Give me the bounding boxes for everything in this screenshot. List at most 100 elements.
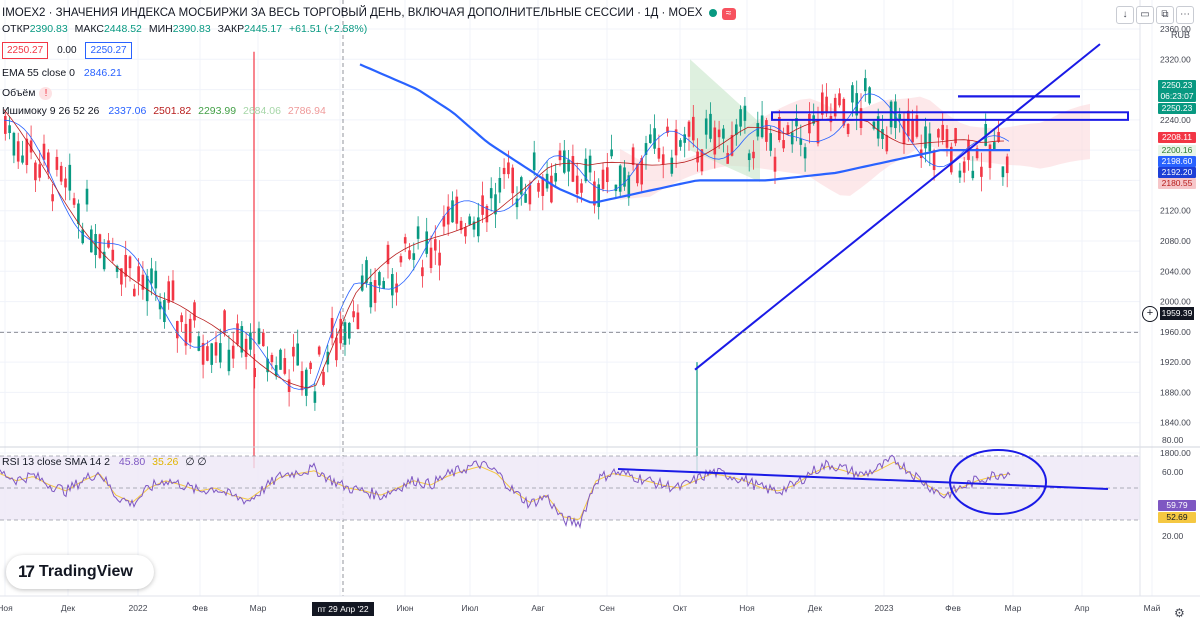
candle-body: [606, 167, 609, 183]
arrow-down-icon[interactable]: ↓: [1116, 6, 1134, 24]
sell-button[interactable]: 2250.27: [2, 42, 49, 59]
candle-body: [945, 129, 949, 148]
candle-body: [666, 126, 669, 133]
candle-body: [799, 138, 803, 145]
ema-55-path: [359, 63, 1010, 204]
add-alert-icon[interactable]: +: [1142, 306, 1158, 322]
minimize-icon[interactable]: ▭: [1136, 6, 1154, 24]
candle-body: [219, 343, 222, 363]
candle-body: [421, 267, 424, 277]
rsi-tick-label: 80.00: [1162, 435, 1184, 445]
volume-legend[interactable]: Объём!: [2, 86, 53, 100]
spread-value: 0.00: [57, 45, 77, 56]
candle-body: [373, 280, 377, 303]
countdown: 06:23:07: [1160, 91, 1194, 101]
buy-button[interactable]: 2250.27: [85, 42, 132, 59]
candle-body: [193, 302, 196, 321]
candle-body: [494, 194, 497, 215]
candle-body: [223, 310, 226, 334]
candle-body: [120, 268, 123, 285]
candle-body: [915, 115, 919, 137]
candle-body: [747, 153, 751, 161]
candle-body: [881, 129, 884, 139]
time-tick-label: Окт: [673, 603, 687, 613]
candle-body: [833, 97, 837, 117]
candle-body: [313, 391, 317, 403]
candle-body: [498, 177, 502, 193]
tradingview-logo[interactable]: 17 TradingView: [6, 555, 154, 589]
candle-body: [231, 345, 235, 359]
candle-body: [644, 143, 648, 155]
kumo-fill: [620, 96, 1090, 200]
candle-body: [937, 129, 940, 138]
candle-body: [537, 182, 540, 192]
candle-body: [765, 120, 768, 142]
candle-body: [752, 151, 755, 159]
candle-body: [352, 311, 355, 318]
candle-body: [141, 274, 145, 290]
candle-body: [894, 101, 897, 129]
candle-body: [713, 127, 717, 155]
candle-body: [717, 129, 721, 138]
ema-legend[interactable]: EMA 55 close 0 2846.21: [2, 67, 122, 79]
market-open-icon: [708, 8, 717, 17]
maximize-icon[interactable]: ⧉: [1156, 6, 1174, 24]
candle-body: [692, 116, 695, 141]
candle-body: [773, 156, 777, 172]
candle-body: [322, 371, 325, 385]
currency-label[interactable]: RUB: [1170, 30, 1190, 40]
ichimoku-legend[interactable]: Ишимоку 9 26 52 26 2337.06 2501.82 2293.…: [2, 105, 326, 117]
candle-body: [227, 349, 231, 372]
candle-body: [700, 149, 704, 172]
candle-body: [997, 131, 1000, 142]
candle-body: [442, 216, 446, 227]
candle-body: [455, 196, 459, 224]
candle-body: [988, 144, 992, 168]
candle-body: [180, 315, 183, 323]
more-icon[interactable]: ⋯: [1176, 6, 1194, 24]
candle-body: [782, 140, 785, 149]
candle-body: [481, 195, 484, 215]
candle-body: [614, 184, 618, 192]
candle-body: [679, 140, 682, 147]
candle-body: [12, 132, 16, 156]
candle-body: [188, 318, 192, 343]
time-tick-label: 2022: [129, 603, 148, 613]
candle-body: [365, 260, 368, 284]
candle-body: [735, 124, 738, 135]
candle-body: [279, 349, 282, 370]
candle-body: [649, 134, 652, 143]
candle-body: [502, 167, 506, 175]
ema-line: [359, 63, 1010, 204]
price-tick-label: 1920.00: [1160, 357, 1191, 367]
candle-body: [825, 96, 828, 114]
gear-icon[interactable]: ⚙: [1174, 606, 1185, 620]
time-tick-label: Мар: [250, 603, 267, 613]
wave-icon[interactable]: ≈: [721, 8, 736, 20]
candle-body: [739, 109, 742, 127]
candle-body: [524, 193, 527, 203]
candle-body: [4, 115, 7, 134]
candle-body: [756, 123, 760, 137]
candle-body: [674, 129, 678, 156]
candle-body: [98, 234, 102, 258]
candle-body: [1005, 156, 1009, 174]
candle-body: [468, 216, 471, 225]
tradingview-logo-icon: 17: [18, 562, 35, 581]
candle-body: [851, 85, 854, 103]
candle-body: [627, 175, 631, 198]
candle-body: [154, 270, 158, 289]
candle-body: [55, 156, 59, 170]
candle-body: [563, 150, 566, 173]
candle-body: [489, 188, 493, 199]
candle-body: [653, 128, 656, 149]
candle-body: [838, 93, 841, 106]
warning-icon[interactable]: !: [39, 87, 53, 100]
candle-body: [980, 166, 983, 177]
price-tick-label: 1840.00: [1160, 418, 1191, 428]
candle-body: [133, 288, 136, 297]
time-tick-label: Фев: [945, 603, 961, 613]
candle-body: [975, 148, 979, 159]
rsi-legend[interactable]: RSI 13 close SMA 14 2 45.80 35.26 ∅ ∅: [2, 456, 207, 468]
